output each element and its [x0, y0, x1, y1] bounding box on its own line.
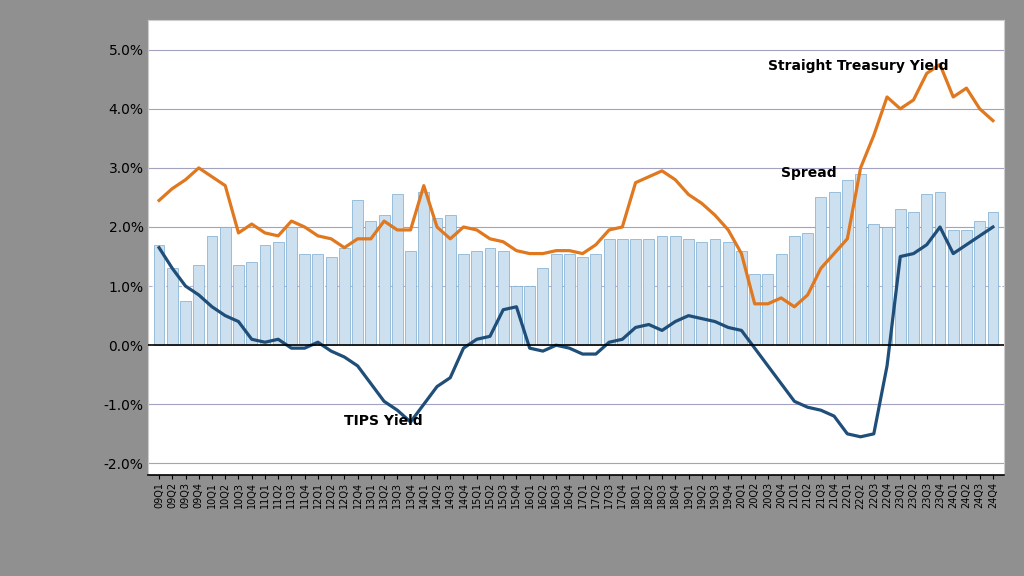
Bar	[326, 256, 337, 345]
Bar	[710, 239, 721, 345]
Bar	[630, 239, 641, 345]
Bar	[974, 221, 985, 345]
Bar	[736, 251, 746, 345]
Bar	[392, 195, 402, 345]
Bar	[247, 263, 257, 345]
Bar	[154, 245, 165, 345]
Bar	[882, 227, 893, 345]
Bar	[842, 180, 853, 345]
Bar	[895, 209, 905, 345]
Bar	[444, 215, 456, 345]
Bar	[828, 192, 840, 345]
Bar	[379, 215, 389, 345]
Bar	[776, 253, 786, 345]
Bar	[683, 239, 694, 345]
Bar	[802, 233, 813, 345]
Bar	[855, 174, 866, 345]
Bar	[763, 274, 773, 345]
Bar	[538, 268, 548, 345]
Bar	[458, 253, 469, 345]
Bar	[616, 239, 628, 345]
Bar	[339, 248, 350, 345]
Bar	[935, 192, 945, 345]
Bar	[511, 286, 522, 345]
Bar	[366, 221, 376, 345]
Bar	[551, 253, 561, 345]
Bar	[591, 253, 601, 345]
Bar	[922, 195, 932, 345]
Bar	[272, 242, 284, 345]
Bar	[656, 236, 668, 345]
Bar	[750, 274, 760, 345]
Bar	[286, 227, 297, 345]
Bar	[868, 224, 880, 345]
Text: TIPS Yield: TIPS Yield	[344, 414, 423, 428]
Bar	[167, 268, 178, 345]
Bar	[207, 236, 217, 345]
Bar	[498, 251, 509, 345]
Bar	[788, 236, 800, 345]
Bar	[180, 301, 190, 345]
Bar	[484, 248, 496, 345]
Bar	[670, 236, 681, 345]
Bar	[696, 242, 708, 345]
Bar	[815, 198, 826, 345]
Bar	[987, 212, 998, 345]
Bar	[471, 251, 482, 345]
Bar	[431, 218, 442, 345]
Text: Spread: Spread	[781, 166, 837, 180]
Bar	[578, 256, 588, 345]
Bar	[406, 251, 416, 345]
Bar	[419, 192, 429, 345]
Text: Straight Treasury Yield: Straight Treasury Yield	[768, 59, 948, 73]
Bar	[259, 245, 270, 345]
Bar	[962, 230, 972, 345]
Bar	[312, 253, 324, 345]
Bar	[564, 253, 574, 345]
Bar	[643, 239, 654, 345]
Bar	[352, 200, 364, 345]
Bar	[299, 253, 310, 345]
Bar	[194, 266, 204, 345]
Bar	[723, 242, 733, 345]
Bar	[524, 286, 536, 345]
Bar	[908, 212, 919, 345]
Bar	[948, 230, 958, 345]
Bar	[233, 266, 244, 345]
Bar	[604, 239, 614, 345]
Bar	[220, 227, 230, 345]
